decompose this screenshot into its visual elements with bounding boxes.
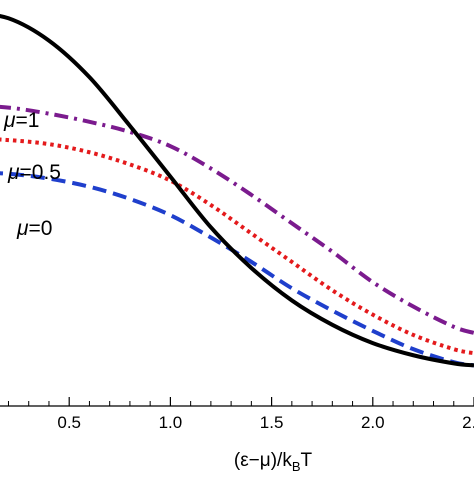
- x-axis-label-suffix: T: [301, 450, 313, 471]
- series-label: μ=0: [16, 217, 52, 240]
- series-line-solid: [0, 13, 474, 368]
- x-tick-label: 2.5: [462, 413, 474, 432]
- x-tick-label: 1.5: [260, 413, 284, 432]
- series-label: μ=1: [3, 109, 39, 132]
- x-axis-label-main: (ε−μ)/k: [234, 450, 292, 471]
- x-tick-label: 2.0: [361, 413, 385, 432]
- x-axis-label: (ε−μ)/kBT: [234, 450, 313, 474]
- series-line-dotted: [0, 137, 474, 356]
- series-line-dashed: [0, 171, 474, 368]
- x-tick-label: 0.5: [57, 413, 81, 432]
- x-tick-label: 1.0: [159, 413, 183, 432]
- x-axis-label-subscript: B: [292, 459, 301, 474]
- series-label: μ=0.5: [7, 161, 61, 184]
- series-line-dashdot: [0, 104, 474, 335]
